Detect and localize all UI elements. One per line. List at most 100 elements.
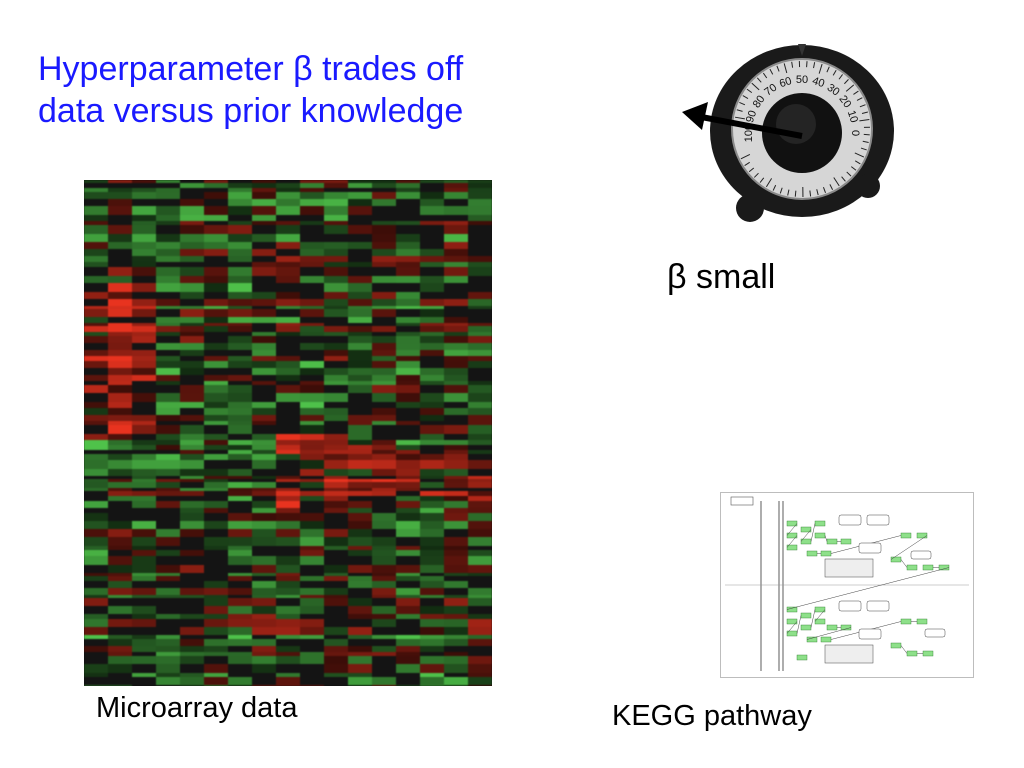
kegg-gene-box	[890, 642, 902, 649]
dial-tick	[813, 62, 816, 69]
dial-tick	[860, 147, 867, 151]
dial-tick	[783, 63, 788, 74]
kegg-gene-box	[840, 624, 852, 631]
dial-tick	[833, 177, 840, 187]
dial-tick	[838, 74, 843, 80]
kegg-gene-box	[922, 650, 934, 657]
kegg-gene-box	[840, 538, 852, 545]
kegg-gene-box	[938, 564, 950, 571]
dial-tick	[832, 69, 837, 76]
dial-scale-label: 70	[762, 82, 779, 99]
slide-title: Hyperparameter β trades off data versus …	[38, 48, 558, 132]
kegg-edge	[786, 621, 798, 634]
kegg-edge	[786, 535, 798, 548]
dial-knob-highlight	[776, 104, 816, 144]
kegg-gene-box	[922, 564, 934, 571]
dial-scale-label: 90	[744, 109, 759, 124]
dial-tick	[863, 133, 870, 136]
dial-tick	[856, 97, 863, 101]
dial-tick	[744, 161, 750, 166]
dial-tick	[850, 166, 857, 171]
kegg-gene-box	[800, 612, 812, 619]
kegg-edge	[786, 523, 798, 536]
dial-tick	[791, 61, 794, 68]
dial-tick	[742, 95, 749, 99]
kegg-edges	[786, 523, 950, 654]
kegg-edge	[786, 567, 950, 610]
dial-tick	[861, 111, 868, 114]
dial-tick	[753, 172, 759, 178]
beta-small-label: β small	[667, 258, 776, 296]
kegg-edge	[806, 627, 852, 640]
microarray-heatmap-canvas	[84, 180, 492, 686]
dial-tick	[845, 84, 855, 92]
dial-tick	[844, 79, 849, 85]
dial-tick	[826, 66, 830, 73]
title-line-2: data versus prior knowledge	[38, 92, 464, 130]
kegg-gene-box	[906, 650, 918, 657]
kegg-pathway-graphic	[725, 496, 969, 671]
dial-tick	[748, 167, 755, 173]
kegg-gene-box	[916, 618, 928, 625]
dial-scale-label: 10	[845, 109, 860, 124]
microarray-heatmap	[84, 180, 492, 686]
dial-tick	[769, 68, 774, 75]
dial-index-mark	[798, 44, 806, 56]
kegg-gene-box	[786, 606, 798, 613]
dial-tick	[765, 178, 773, 188]
dial-scale-label: 50	[796, 74, 808, 86]
dial-scale-label: 60	[778, 75, 793, 90]
dial-tick	[818, 63, 823, 74]
title-line-1: Hyperparameter β trades off	[38, 50, 464, 88]
kegg-gene-box	[800, 624, 812, 631]
microarray-label: Microarray data	[96, 692, 298, 724]
dial-tick	[751, 82, 760, 91]
kegg-edge	[814, 609, 826, 622]
kegg-gene-box	[826, 624, 838, 631]
dial-tick	[794, 190, 797, 197]
kegg-pathway-label: KEGG pathway	[612, 700, 812, 732]
dial-tick	[809, 190, 812, 197]
kegg-gene-box	[814, 520, 826, 527]
dial-scale-label: 0	[849, 130, 861, 136]
kegg-gene-box	[906, 564, 918, 571]
kegg-gene-box	[814, 532, 826, 539]
dial-ticks	[734, 61, 870, 198]
dial-tick	[746, 88, 753, 94]
dial-tick	[779, 187, 783, 194]
dial-scale-label: 30	[825, 82, 842, 99]
kegg-gene-box	[796, 654, 808, 661]
kegg-edge	[810, 523, 816, 542]
kegg-gene-box	[900, 618, 912, 625]
kegg-gene-box	[916, 532, 928, 539]
dial-mount-tab-right	[856, 174, 880, 198]
kegg-gene-box	[826, 538, 838, 545]
kegg-edge	[800, 529, 812, 542]
kegg-edge	[900, 645, 908, 654]
dial-tick	[829, 184, 834, 190]
dial-tick	[841, 176, 846, 182]
dial-scale-label: 20	[836, 93, 853, 110]
dial-tick	[776, 65, 780, 72]
kegg-gene-box	[890, 556, 902, 563]
kegg-gene-box	[900, 532, 912, 539]
dial-tick	[816, 189, 819, 196]
dial-tick	[854, 152, 865, 158]
kegg-edge	[900, 559, 908, 568]
kegg-gene-box	[806, 550, 818, 557]
kegg-edge	[810, 609, 816, 628]
dial-tick	[772, 184, 777, 191]
dial-tick	[739, 102, 746, 106]
dial-tick	[859, 104, 866, 108]
kegg-gene-box	[820, 550, 832, 557]
kegg-pathway-diagram	[720, 492, 974, 678]
kegg-edge	[824, 535, 828, 542]
dial-scale-label: 40	[811, 75, 826, 90]
kegg-edge	[890, 535, 928, 560]
dial-tick	[862, 140, 869, 143]
dial-tick	[736, 109, 743, 112]
dial-tick	[740, 153, 751, 160]
kegg-edge	[796, 615, 802, 634]
dial-scale-label: 80	[751, 93, 768, 110]
